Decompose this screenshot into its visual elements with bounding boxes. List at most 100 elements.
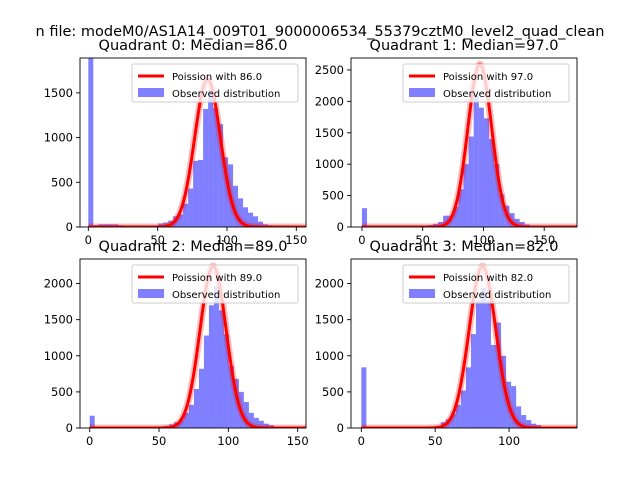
hist-bar [183,412,189,428]
hist-bar [460,390,466,428]
x-tick-label: 150 [533,233,555,247]
y-tick-label: 1500 [315,313,344,327]
hist-bar [499,194,505,227]
subplot-title: Quadrant 1: Median=97.0 [370,38,559,54]
hist-bar [473,95,479,227]
hist-bar [526,420,532,428]
y-tick-label: 1500 [44,86,73,100]
y-tick-label: 500 [322,189,344,203]
legend-patch-observed [409,88,435,97]
hist-bar [491,344,497,428]
hist-bar [203,335,209,428]
hist-bar [253,417,259,428]
hist-bar [480,287,487,428]
hist-bar [178,419,184,428]
hist-bar [248,412,254,428]
hist-bar [486,300,492,428]
y-tick-label: 500 [51,385,73,399]
hist-bar [203,108,209,227]
legend: Poission with 89.0 Observed distribution [131,264,299,304]
legend: Poission with 86.0 Observed distribution [131,63,299,103]
hist-bar [448,215,454,227]
hist-bar [218,310,224,428]
legend: Poission with 97.0 Observed distribution [402,63,570,103]
hist-bar [258,221,264,227]
hist-bar [208,305,214,428]
legend-patch-observed [409,289,435,298]
hist-bar [450,413,456,428]
hist-bar [88,58,94,227]
y-tick-label: 1000 [315,349,344,363]
hist-bar [188,404,194,428]
x-tick-label: 0 [358,233,365,247]
subplot-title: Quadrant 0: Median=86.0 [99,38,288,54]
hist-bar [455,404,461,428]
y-tick-label: 1000 [44,131,73,145]
legend: Poission with 82.0 Observed distribution [402,264,570,304]
hist-bar [483,118,490,227]
hist-bar [458,189,464,227]
legend-label-poisson: Poission with 82.0 [443,273,533,284]
hist-bar [193,160,199,227]
hist-bar [243,402,249,428]
hist-bar [511,386,517,428]
poisson-curve-halo [88,75,306,227]
hist-bar [89,415,95,428]
x-tick-label: 100 [498,434,520,448]
x-tick-label: 50 [428,434,443,448]
hist-bar [213,286,219,428]
axes-frame [79,258,307,429]
hist-bar [208,90,214,227]
hist-bar [243,207,249,227]
y-tick-label: 2000 [315,94,344,108]
y-tick-label: 2000 [315,277,344,291]
hist-bar [218,124,224,227]
hist-bar [223,334,229,428]
y-tick-label: 1000 [44,349,73,363]
hist-bar [198,159,204,227]
hist-bar [361,367,367,428]
hist-bar [233,378,239,428]
hist-bar [514,218,520,227]
hist-bar [361,208,368,227]
hist-bar [519,221,525,227]
legend-box [131,63,299,103]
x-tick-label: 100 [216,233,238,247]
hist-bar [501,355,507,428]
x-tick-label: 100 [217,434,239,448]
poisson-curve [361,62,577,227]
hist-bar [183,203,189,227]
subplot-title: Quadrant 2: Median=89.0 [99,239,288,255]
hist-bar [468,136,474,227]
y-tick-label: 1500 [44,313,73,327]
hist-bar [496,322,502,428]
poisson-curve-halo [361,60,577,227]
axes-frame [350,258,578,429]
x-tick-label: 150 [287,434,309,448]
hist-bar [198,368,204,428]
y-tick-label: 0 [337,220,344,234]
x-tick-label: 50 [415,233,430,247]
legend-patch-observed [138,289,164,298]
hist-bar [470,334,476,428]
axes-frame [79,57,307,228]
hist-bar [223,157,229,227]
legend-box [131,264,299,304]
x-tick-label: 150 [285,233,307,247]
plot-area [361,60,577,227]
y-tick-label: 1500 [315,126,344,140]
legend-label-poisson: Poission with 89.0 [172,273,262,284]
hist-bar [188,188,194,227]
legend-label-observed: Observed distribution [172,89,280,100]
hist-bar [238,198,244,227]
legend-box [402,63,570,103]
poisson-curve [87,77,306,227]
x-tick-label: 50 [150,233,165,247]
legend-label-observed: Observed distribution [443,290,551,301]
hist-bar [478,107,484,227]
hist-bar [465,367,471,428]
